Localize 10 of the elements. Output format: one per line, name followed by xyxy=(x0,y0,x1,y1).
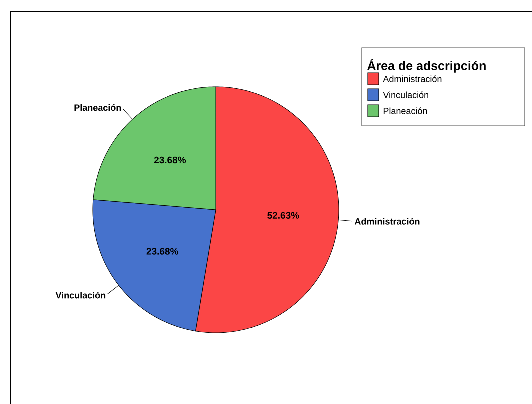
data-label: 52.63% xyxy=(268,212,300,219)
data-label: 23.68% xyxy=(146,248,178,255)
data-label: 23.68% xyxy=(154,156,186,164)
legend-title: Área de adscripción xyxy=(368,59,486,73)
slice-label: Administración xyxy=(354,218,420,225)
legend-label: Planeación xyxy=(384,108,428,114)
legend-label: Vinculación xyxy=(383,92,428,98)
slice-label: Planeación xyxy=(74,104,122,112)
slice-label: Vinculación xyxy=(56,292,106,299)
legend-label: Administración xyxy=(383,76,442,82)
